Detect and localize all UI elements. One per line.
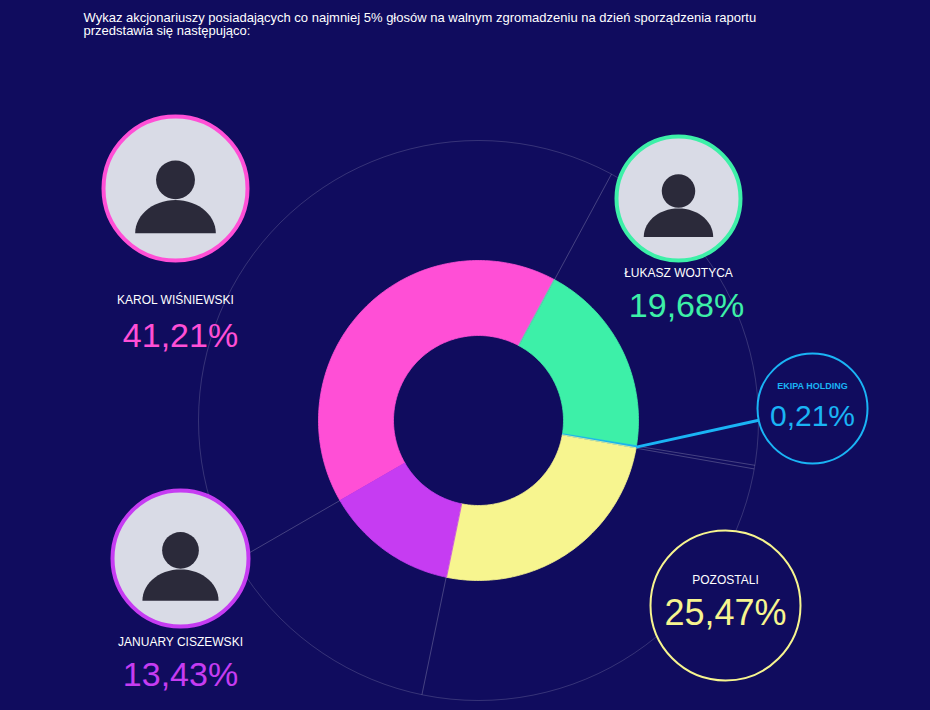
svg-text:ŁUKASZ WOJTYCA: ŁUKASZ WOJTYCA bbox=[624, 266, 733, 280]
svg-text:JANUARY CISZEWSKI: JANUARY CISZEWSKI bbox=[118, 635, 243, 649]
svg-text:EKIPA HOLDING: EKIPA HOLDING bbox=[777, 381, 848, 391]
svg-text:25,47%: 25,47% bbox=[664, 592, 786, 633]
svg-text:Wykaz akcjonariuszy posiadając: Wykaz akcjonariuszy posiadających co naj… bbox=[84, 10, 757, 38]
svg-text:POZOSTALI: POZOSTALI bbox=[692, 573, 758, 587]
svg-text:19,68%: 19,68% bbox=[629, 286, 744, 324]
svg-text:13,43%: 13,43% bbox=[123, 655, 238, 693]
svg-text:41,21%: 41,21% bbox=[123, 316, 238, 354]
svg-text:KAROL WIŚNIEWSKI: KAROL WIŚNIEWSKI bbox=[117, 292, 234, 307]
svg-text:0,21%: 0,21% bbox=[770, 399, 855, 432]
